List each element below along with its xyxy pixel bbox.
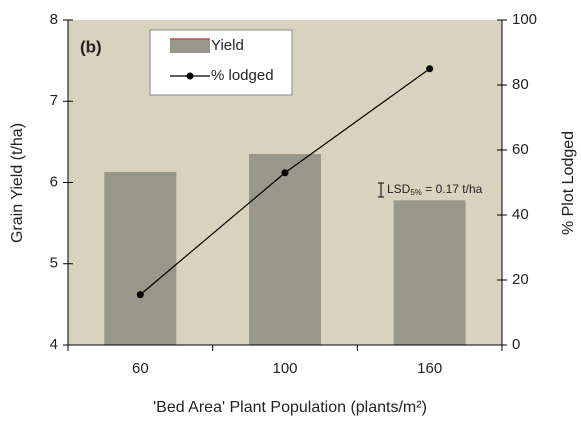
y2-tick-label: 40 <box>512 206 529 223</box>
lsd-text: LSD5% = 0.17 t/ha <box>387 182 483 197</box>
y2-tick-label: 20 <box>512 271 529 288</box>
bar <box>104 171 177 345</box>
lsd-annotation: LSD5% = 0.17 t/ha <box>378 182 483 198</box>
bar <box>249 154 321 345</box>
lsd-main: LSD <box>387 182 411 196</box>
x-tick-label: 160 <box>417 360 442 377</box>
series-layer <box>104 154 466 345</box>
legend-box <box>149 29 293 96</box>
y-tick-label: 5 <box>50 255 58 272</box>
panel-label: (b) <box>80 37 102 56</box>
y2-tick-label: 100 <box>512 11 537 28</box>
legend-marker <box>186 72 194 80</box>
y2-axis-label: % Plot Lodged <box>560 131 577 235</box>
y2-tick-label: 60 <box>512 141 529 158</box>
y-tick-label: 6 <box>50 173 58 190</box>
legend-label: Yield <box>211 37 244 54</box>
x-tick-label: 60 <box>132 360 149 377</box>
y2-tick-label: 80 <box>512 76 529 93</box>
y-tick-label: 7 <box>50 92 58 109</box>
bar <box>393 200 466 345</box>
y-tick-label: 8 <box>50 11 58 28</box>
point <box>136 291 144 299</box>
legend-swatch <box>170 39 210 53</box>
y-axis-label: Grain Yield (t/ha) <box>9 123 26 243</box>
x-axis-label: 'Bed Area' Plant Population (plants/m²) <box>153 399 427 416</box>
legend-label: % lodged <box>211 67 274 84</box>
point <box>426 65 434 73</box>
point <box>281 169 289 177</box>
y2-tick-label: 0 <box>512 336 520 353</box>
y-tick-label: 4 <box>50 336 58 353</box>
legend: Yield % lodged <box>149 29 293 96</box>
x-tick-label: 100 <box>272 360 297 377</box>
lsd-sub: 5% <box>410 188 422 197</box>
lsd-rest: = 0.17 t/ha <box>422 182 483 196</box>
